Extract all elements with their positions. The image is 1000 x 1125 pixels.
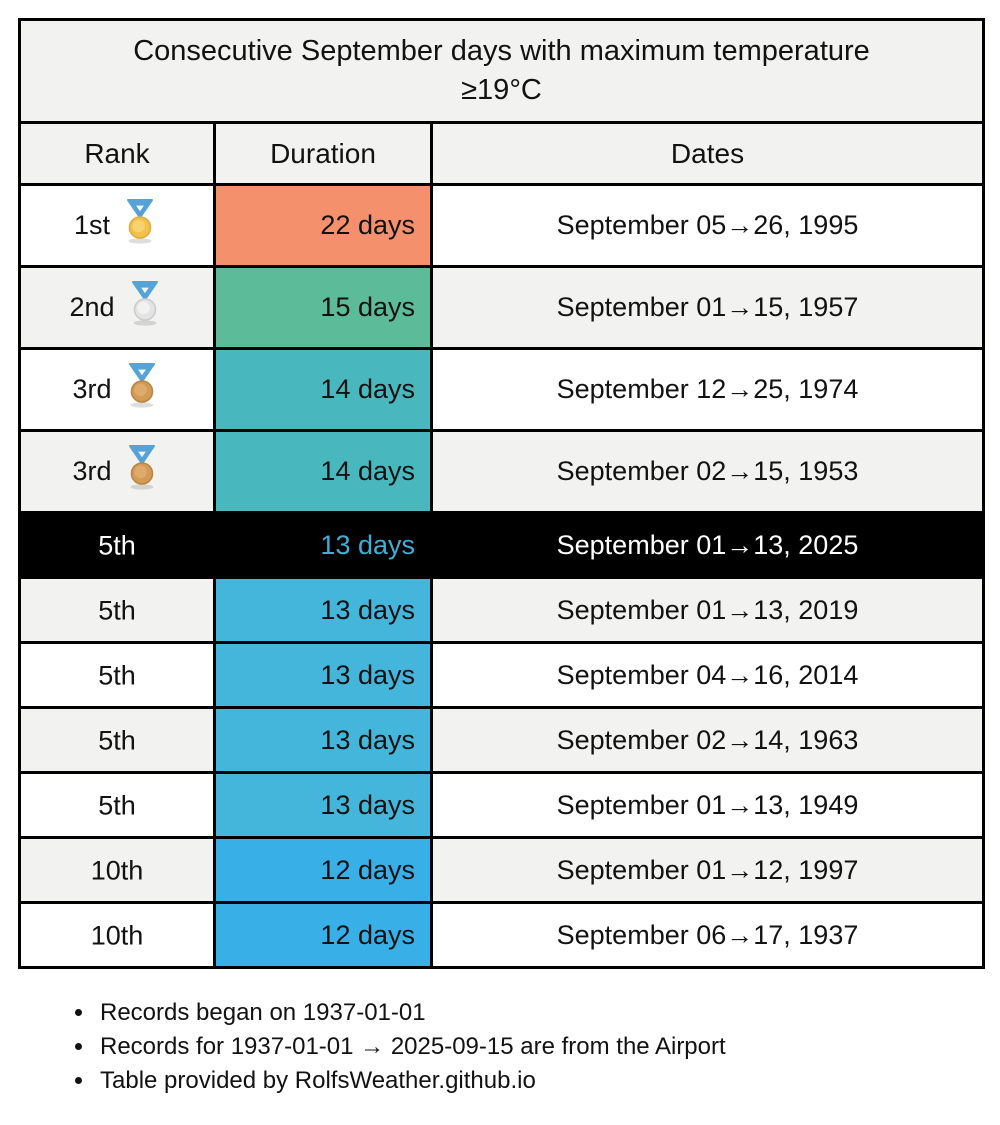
dates-cell: September 01→13, 2019 [430,576,985,644]
table-row: 10th 12 days September 06→17, 1937 [18,901,985,969]
dates-cell: September 02→15, 1953 [430,429,985,514]
dates-cell: September 01→12, 1997 [430,836,985,904]
duration-cell: 13 days [213,511,433,579]
dates-cell: September 01→13, 2025 [430,511,985,579]
duration-cell: 14 days [213,347,433,432]
column-header-rank: Rank [18,121,216,186]
dates-cell: September 02→14, 1963 [430,706,985,774]
bronze-medal-icon [128,363,155,408]
bronze-medal-icon [128,445,155,490]
table-row: 3rd 14 days September 02→15, 1953 [18,429,985,514]
rank-label: 3rd [72,456,112,486]
table-row: 2nd 15 days September 01→15, 1957 [18,265,985,350]
table-title: Consecutive September days with maximum … [18,18,985,124]
rank-cell: 5th [18,641,216,709]
rank-cell: 10th [18,836,216,904]
note-item: Records began on 1937-01-01 [96,996,726,1030]
table-row: 5th 13 days September 01→13, 2019 [18,576,985,644]
rank-cell: 5th [18,576,216,644]
notes-list: Records began on 1937-01-01Records for 1… [56,996,726,1098]
rank-label: 5th [98,595,136,626]
duration-cell: 15 days [213,265,433,350]
records-table-container: Consecutive September days with maximum … [18,18,985,969]
duration-cell: 22 days [213,183,433,268]
duration-cell: 13 days [213,706,433,774]
rank-label: 5th [98,725,136,756]
duration-cell: 12 days [213,836,433,904]
records-table: Consecutive September days with maximum … [18,18,985,969]
header-row: Rank Duration Dates [18,121,985,186]
note-item: Records for 1937-01-01 → 2025-09-15 are … [96,1030,726,1064]
rank-label: 10th [90,855,144,886]
rank-cell: 10th [18,901,216,969]
rank-cell: 2nd [18,265,216,350]
rank-label: 5th [98,660,136,691]
table-row: 5th 13 days September 01→13, 2025 [18,511,985,579]
duration-cell: 14 days [213,429,433,514]
rank-label: 10th [90,920,144,951]
duration-cell: 13 days [213,771,433,839]
table-row: 5th 13 days September 04→16, 2014 [18,641,985,709]
dates-cell: September 06→17, 1937 [430,901,985,969]
title-row: Consecutive September days with maximum … [18,18,985,124]
rank-cell: 3rd [18,347,216,432]
silver-medal-icon [131,281,158,326]
table-row: 3rd 14 days September 12→25, 1974 [18,347,985,432]
rank-label: 2nd [69,292,115,322]
rank-label: 5th [98,790,136,821]
duration-cell: 12 days [213,901,433,969]
note-item: Table provided by RolfsWeather.github.io [96,1064,726,1098]
table-body: 1st 22 days September 05→26, 1995 2nd 15 day… [18,183,985,969]
rank-label: 5th [98,530,136,561]
dates-cell: September 05→26, 1995 [430,183,985,268]
table-row: 5th 13 days September 02→14, 1963 [18,706,985,774]
column-header-dates: Dates [430,121,985,186]
rank-cell: 3rd [18,429,216,514]
table-row: 1st 22 days September 05→26, 1995 [18,183,985,268]
rank-cell: 1st [18,183,216,268]
dates-cell: September 01→15, 1957 [430,265,985,350]
column-header-duration: Duration [213,121,433,186]
table-row: 5th 13 days September 01→13, 1949 [18,771,985,839]
rank-cell: 5th [18,771,216,839]
rank-cell: 5th [18,511,216,579]
duration-cell: 13 days [213,641,433,709]
rank-cell: 5th [18,706,216,774]
dates-cell: September 12→25, 1974 [430,347,985,432]
gold-medal-icon [127,199,154,244]
dates-cell: September 04→16, 2014 [430,641,985,709]
rank-label: 3rd [72,374,112,404]
duration-cell: 13 days [213,576,433,644]
rank-label: 1st [73,210,111,240]
dates-cell: September 01→13, 1949 [430,771,985,839]
table-row: 10th 12 days September 01→12, 1997 [18,836,985,904]
